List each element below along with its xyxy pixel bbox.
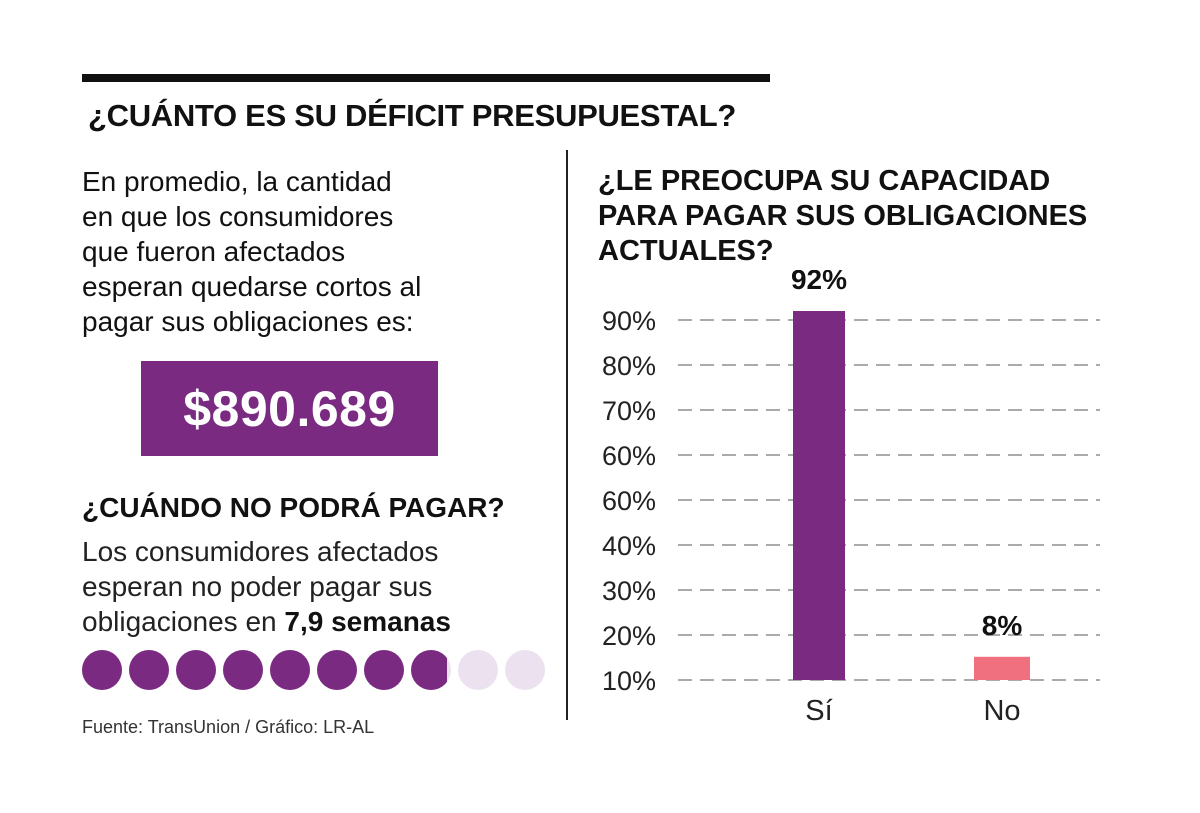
- when-line: obligaciones en 7,9 semanas: [82, 604, 552, 639]
- intro-line: que fueron afectados: [82, 236, 346, 267]
- week-dot-fill: [176, 650, 216, 690]
- intro-text: En promedio, la cantidad en que los cons…: [82, 164, 502, 339]
- weeks-dot-scale: [82, 650, 545, 690]
- y-tick-label: 90%: [602, 306, 656, 336]
- y-tick-label: 10%: [602, 666, 656, 696]
- bar-no: [974, 656, 1030, 680]
- when-line: esperan no poder pagar sus: [82, 571, 433, 602]
- category-label: Sí: [805, 695, 832, 727]
- week-dot: [317, 650, 357, 690]
- week-dot: [364, 650, 404, 690]
- intro-line: pagar sus obligaciones es:: [82, 306, 414, 337]
- column-divider: [566, 150, 568, 720]
- week-dot-fill: [129, 650, 169, 690]
- week-dot: [458, 650, 498, 690]
- y-tick-label: 80%: [602, 351, 656, 381]
- intro-line: en que los consumidores: [82, 201, 394, 232]
- week-dot: [270, 650, 310, 690]
- intro-line: En promedio, la cantidad: [82, 166, 392, 197]
- week-dot-fill: [270, 650, 310, 690]
- top-rule: [82, 74, 770, 82]
- y-tick-label: 40%: [602, 531, 656, 561]
- source-credit: Fuente: TransUnion / Gráfico: LR-AL: [82, 717, 375, 737]
- week-dot-fill: [223, 650, 263, 690]
- chart-title: ¿LE PREOCUPA SU CAPACIDAD PARA PAGAR SUS…: [598, 165, 1088, 267]
- week-dot: [129, 650, 169, 690]
- bar-si: [793, 311, 845, 680]
- when-line-prefix: obligaciones en: [82, 606, 285, 637]
- bar-chart: 90% 80% 70% 60% 60% 40% 30% 20% 10% 92% Sí 8% No: [602, 270, 1100, 727]
- y-tick-label: 20%: [602, 621, 656, 651]
- week-dot-fill: [411, 650, 447, 690]
- amount-box: $890.689: [141, 361, 438, 456]
- weeks-highlight: 7,9 semanas: [284, 606, 451, 637]
- intro-line: esperan quedarse cortos al: [82, 271, 422, 302]
- when-text: Los consumidores afectados esperan no po…: [82, 534, 552, 639]
- week-dot-fill: [82, 650, 122, 690]
- y-tick-label: 30%: [602, 576, 656, 606]
- when-title: ¿CUÁNDO NO PODRÁ PAGAR?: [82, 492, 505, 523]
- when-line: Los consumidores afectados: [82, 536, 439, 567]
- week-dot: [505, 650, 545, 690]
- category-label: No: [983, 695, 1020, 727]
- week-dot-fill: [317, 650, 357, 690]
- week-dot: [223, 650, 263, 690]
- y-tick-label: 70%: [602, 396, 656, 426]
- page-title: ¿CUÁNTO ES SU DÉFICIT PRESUPUESTAL?: [88, 98, 737, 133]
- y-tick-label: 60%: [602, 486, 656, 516]
- value-label: 8%: [982, 610, 1023, 641]
- week-dot: [411, 650, 451, 690]
- deficit-amount: $890.689: [183, 380, 396, 437]
- value-label: 92%: [791, 270, 847, 295]
- y-tick-label: 60%: [602, 441, 656, 471]
- week-dot-fill: [364, 650, 404, 690]
- week-dot: [176, 650, 216, 690]
- week-dot: [82, 650, 122, 690]
